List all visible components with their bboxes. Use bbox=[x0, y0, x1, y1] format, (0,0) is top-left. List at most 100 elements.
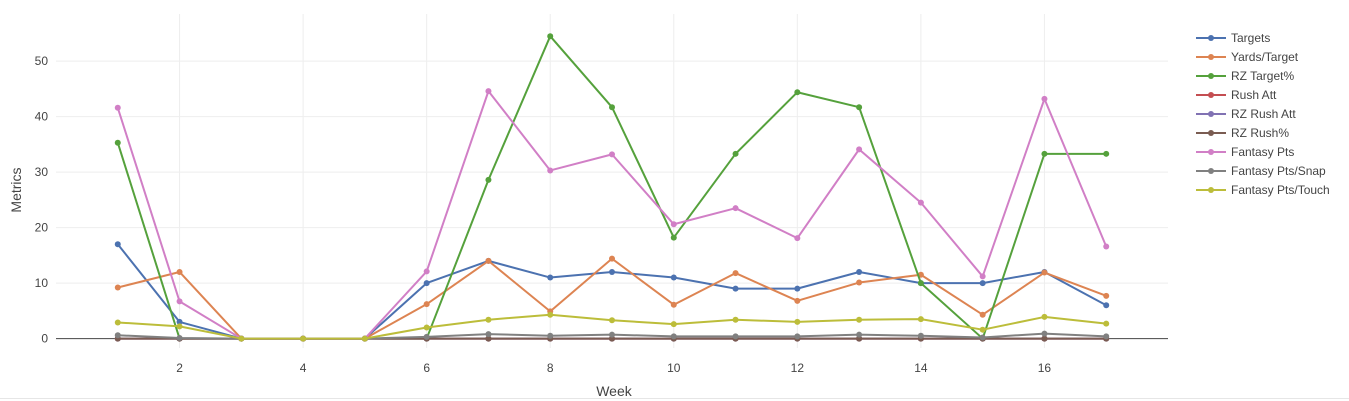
data-point[interactable] bbox=[1103, 302, 1110, 309]
legend-item[interactable]: Fantasy Pts/Snap bbox=[1196, 164, 1326, 178]
data-point[interactable] bbox=[917, 199, 924, 206]
data-point[interactable] bbox=[547, 311, 554, 318]
data-point[interactable] bbox=[423, 301, 430, 308]
legend-item[interactable]: Targets bbox=[1196, 31, 1270, 45]
data-point[interactable] bbox=[485, 176, 492, 183]
data-point[interactable] bbox=[856, 146, 863, 153]
x-tick-label: 12 bbox=[791, 361, 805, 375]
data-point[interactable] bbox=[114, 319, 121, 326]
data-point[interactable] bbox=[856, 268, 863, 275]
data-point[interactable] bbox=[609, 151, 615, 158]
data-point[interactable] bbox=[423, 333, 430, 340]
legend-item[interactable]: Fantasy Pts/Touch bbox=[1196, 183, 1330, 197]
x-axis-title: Week bbox=[596, 383, 633, 399]
data-point[interactable] bbox=[1103, 150, 1110, 157]
data-point[interactable] bbox=[423, 268, 430, 275]
data-point[interactable] bbox=[732, 150, 739, 157]
data-point[interactable] bbox=[1041, 150, 1048, 157]
data-point[interactable] bbox=[609, 268, 615, 275]
data-point[interactable] bbox=[794, 297, 801, 304]
data-point[interactable] bbox=[176, 323, 183, 330]
data-point[interactable] bbox=[794, 89, 801, 96]
data-point[interactable] bbox=[794, 333, 801, 340]
legend[interactable]: Targets Yards/Target RZ Target% Rush Att RZ … bbox=[1196, 31, 1330, 197]
legend-label: RZ Rush% bbox=[1231, 126, 1289, 140]
series-rz-target- bbox=[114, 33, 1110, 342]
data-point[interactable] bbox=[732, 285, 739, 292]
data-point[interactable] bbox=[176, 298, 183, 305]
data-point[interactable] bbox=[670, 234, 677, 241]
data-point[interactable] bbox=[114, 241, 121, 248]
data-point[interactable] bbox=[485, 257, 492, 264]
data-point[interactable] bbox=[176, 318, 183, 325]
data-point[interactable] bbox=[361, 335, 368, 342]
data-point[interactable] bbox=[609, 255, 615, 262]
data-point[interactable] bbox=[547, 274, 554, 281]
data-point[interactable] bbox=[670, 221, 677, 228]
data-point[interactable] bbox=[1103, 292, 1110, 299]
data-point[interactable] bbox=[979, 311, 986, 318]
data-point[interactable] bbox=[979, 273, 986, 280]
data-point[interactable] bbox=[670, 301, 677, 308]
data-point[interactable] bbox=[547, 332, 554, 339]
legend-swatch-marker bbox=[1208, 92, 1214, 98]
data-point[interactable] bbox=[547, 33, 554, 40]
legend-item[interactable]: Rush Att bbox=[1196, 88, 1277, 102]
data-point[interactable] bbox=[1041, 335, 1048, 342]
data-point[interactable] bbox=[1103, 243, 1110, 250]
data-point[interactable] bbox=[300, 335, 307, 342]
data-point[interactable] bbox=[114, 332, 121, 339]
data-point[interactable] bbox=[176, 335, 183, 342]
legend-item[interactable]: Fantasy Pts bbox=[1196, 145, 1294, 159]
data-point[interactable] bbox=[732, 333, 739, 340]
data-point[interactable] bbox=[423, 280, 430, 287]
data-point[interactable] bbox=[1041, 330, 1048, 337]
data-point[interactable] bbox=[979, 280, 986, 287]
data-point[interactable] bbox=[917, 280, 924, 287]
data-point[interactable] bbox=[485, 316, 492, 323]
data-point[interactable] bbox=[856, 316, 863, 323]
legend-item[interactable]: RZ Target% bbox=[1196, 69, 1294, 83]
data-point[interactable] bbox=[1041, 313, 1048, 320]
data-point[interactable] bbox=[609, 317, 615, 324]
legend-label: Yards/Target bbox=[1231, 50, 1299, 64]
legend-item[interactable]: RZ Rush Att bbox=[1196, 107, 1296, 121]
data-point[interactable] bbox=[547, 167, 554, 174]
legend-item[interactable]: RZ Rush% bbox=[1196, 126, 1289, 140]
data-point[interactable] bbox=[732, 205, 739, 212]
data-point[interactable] bbox=[732, 316, 739, 323]
data-point[interactable] bbox=[1041, 95, 1048, 102]
data-point[interactable] bbox=[979, 326, 986, 333]
data-point[interactable] bbox=[794, 285, 801, 292]
data-point[interactable] bbox=[114, 139, 121, 146]
data-point[interactable] bbox=[856, 331, 863, 338]
data-point[interactable] bbox=[794, 318, 801, 325]
data-point[interactable] bbox=[114, 284, 121, 291]
data-point[interactable] bbox=[485, 335, 492, 342]
data-point[interactable] bbox=[732, 270, 739, 277]
data-point[interactable] bbox=[1103, 333, 1110, 340]
data-point[interactable] bbox=[979, 334, 986, 341]
data-point[interactable] bbox=[485, 88, 492, 95]
data-point[interactable] bbox=[114, 104, 121, 111]
data-point[interactable] bbox=[609, 104, 615, 111]
data-point[interactable] bbox=[856, 279, 863, 286]
data-point[interactable] bbox=[856, 104, 863, 111]
data-point[interactable] bbox=[485, 331, 492, 338]
data-point[interactable] bbox=[609, 331, 615, 338]
data-point[interactable] bbox=[917, 332, 924, 339]
data-point[interactable] bbox=[917, 316, 924, 323]
data-point[interactable] bbox=[794, 235, 801, 242]
data-point[interactable] bbox=[1041, 269, 1048, 276]
series-fantasy-pts-touch bbox=[114, 311, 1110, 342]
data-point[interactable] bbox=[238, 335, 245, 342]
data-point[interactable] bbox=[670, 321, 677, 328]
data-point[interactable] bbox=[670, 274, 677, 281]
legend-item[interactable]: Yards/Target bbox=[1196, 50, 1299, 64]
data-point[interactable] bbox=[176, 268, 183, 275]
data-point[interactable] bbox=[1103, 320, 1110, 327]
y-tick-label: 0 bbox=[41, 332, 48, 346]
data-point[interactable] bbox=[423, 324, 430, 331]
data-point[interactable] bbox=[670, 333, 677, 340]
